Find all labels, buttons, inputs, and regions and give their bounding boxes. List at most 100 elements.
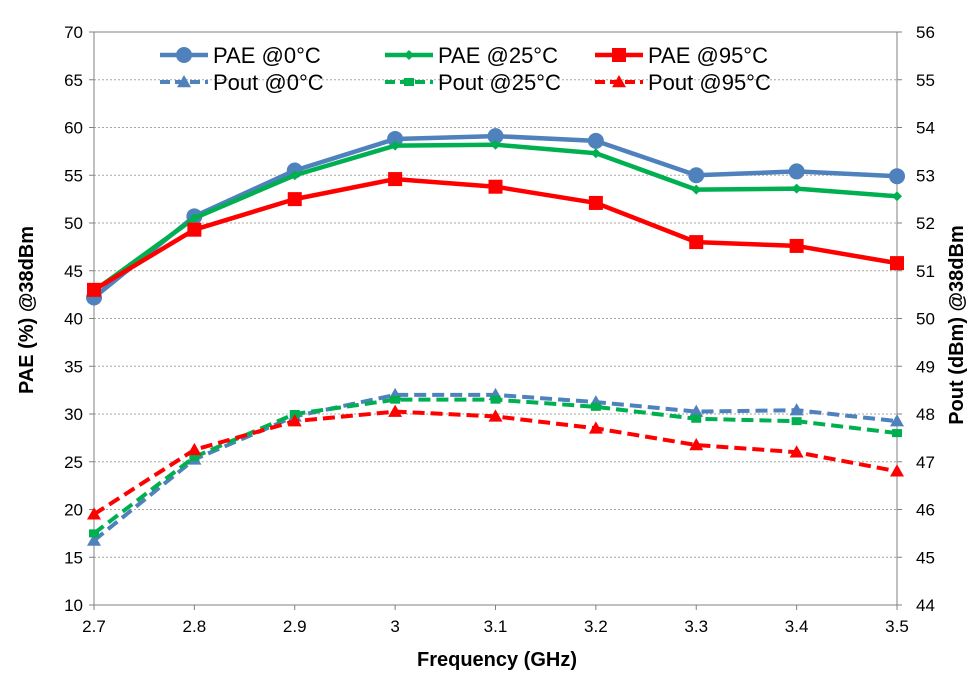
data-point — [892, 191, 902, 202]
right-tick-label: 44 — [916, 596, 935, 615]
series-pout-25c — [89, 395, 902, 538]
data-point — [590, 402, 601, 411]
data-point — [187, 222, 202, 237]
left-tick-label: 65 — [64, 71, 83, 90]
series-layer — [86, 128, 905, 546]
data-point — [689, 404, 704, 417]
series-pae-0c — [86, 128, 905, 306]
data-point — [488, 409, 503, 422]
x-tick-label: 3.5 — [885, 617, 909, 636]
legend-label: Pout @95°C — [648, 70, 771, 95]
series-line — [92, 142, 898, 293]
data-point — [87, 533, 101, 546]
legend-label: PAE @0°C — [213, 43, 321, 68]
left-tick-label: 40 — [64, 310, 83, 329]
legend-entry: PAE @0°C — [160, 43, 321, 68]
series-line — [92, 409, 898, 516]
data-point — [590, 148, 601, 159]
data-point — [890, 414, 904, 427]
legend-label: PAE @25°C — [438, 43, 558, 68]
data-point — [388, 404, 403, 417]
legend-label: PAE @95°C — [648, 43, 768, 68]
data-point — [488, 179, 503, 194]
right-axis-title: Pout (dBm) @38dBm — [946, 225, 968, 425]
right-tick-label: 53 — [916, 166, 935, 185]
right-tick-label: 52 — [916, 214, 935, 233]
data-point — [689, 438, 704, 451]
left-tick-label: 45 — [64, 262, 83, 281]
data-point — [390, 395, 401, 404]
data-point — [890, 464, 904, 477]
left-tick-label: 20 — [64, 501, 83, 520]
right-tick-label: 56 — [916, 23, 935, 42]
data-point — [189, 213, 200, 224]
left-tick-label: 70 — [64, 23, 83, 42]
right-tick-label: 47 — [916, 453, 935, 472]
data-point — [187, 442, 202, 456]
data-point — [287, 192, 302, 207]
data-point — [87, 282, 101, 297]
left-tick-label: 60 — [64, 119, 83, 138]
data-point — [587, 132, 604, 149]
data-point — [189, 452, 200, 461]
x-tick-label: 2.7 — [82, 617, 106, 636]
data-point — [789, 445, 804, 458]
series-pae-95c — [87, 172, 904, 297]
data-point — [889, 168, 905, 185]
data-point — [490, 395, 501, 404]
right-axis-ticks: 44 45 46 47 48 49 50 51 52 53 54 55 56 — [897, 23, 935, 615]
data-point — [789, 238, 804, 253]
legend-entry: Pout @95°C — [595, 70, 771, 95]
data-point — [487, 128, 504, 145]
legend-entry: Pout @25°C — [385, 70, 561, 95]
data-point — [390, 140, 401, 151]
x-tick-label: 2.9 — [283, 617, 307, 636]
data-point — [289, 410, 300, 418]
data-point — [788, 163, 805, 180]
data-point — [789, 403, 804, 416]
x-tick-label: 3.2 — [584, 617, 608, 636]
x-tick-label: 3.3 — [684, 617, 708, 636]
data-point — [388, 172, 403, 187]
left-tick-label: 30 — [64, 405, 83, 424]
series-pout-95c — [87, 404, 904, 520]
x-axis-title: Frequency (GHz) — [417, 649, 577, 671]
data-point — [289, 170, 300, 181]
grid-lines — [94, 79, 897, 558]
left-tick-label: 55 — [64, 166, 83, 185]
x-tick-label: 3 — [390, 617, 399, 636]
data-point — [890, 256, 904, 271]
legend-entry: PAE @25°C — [385, 43, 558, 68]
right-tick-label: 49 — [916, 357, 935, 376]
left-axis-ticks: 10 15 20 25 30 35 40 45 50 55 60 65 70 — [64, 23, 94, 615]
right-tick-label: 51 — [916, 262, 935, 281]
data-point — [287, 414, 302, 427]
data-point — [490, 139, 501, 150]
data-point — [691, 184, 702, 195]
left-tick-label: 15 — [64, 548, 83, 567]
x-tick-label: 3.4 — [785, 617, 809, 636]
right-tick-label: 45 — [916, 548, 935, 567]
right-tick-label: 48 — [916, 405, 935, 424]
legend-label: Pout @25°C — [438, 70, 561, 95]
data-point — [688, 167, 705, 184]
legend-marker — [176, 47, 192, 63]
left-tick-label: 10 — [64, 596, 83, 615]
x-tick-label: 2.8 — [183, 617, 207, 636]
data-point — [689, 235, 704, 250]
legend-marker — [612, 75, 626, 88]
right-tick-label: 54 — [916, 119, 935, 138]
data-point — [791, 183, 802, 194]
right-tick-label: 46 — [916, 501, 935, 520]
data-point — [87, 507, 101, 520]
right-tick-label: 50 — [916, 310, 935, 329]
data-point — [588, 195, 603, 210]
x-tick-label: 3.1 — [484, 617, 508, 636]
series-line — [92, 176, 898, 292]
legend-entry: Pout @0°C — [160, 70, 324, 95]
left-axis-title: PAE (%) @38dBm — [16, 226, 38, 394]
data-point — [892, 429, 902, 438]
legend-marker — [177, 75, 191, 88]
series-line — [92, 133, 898, 300]
